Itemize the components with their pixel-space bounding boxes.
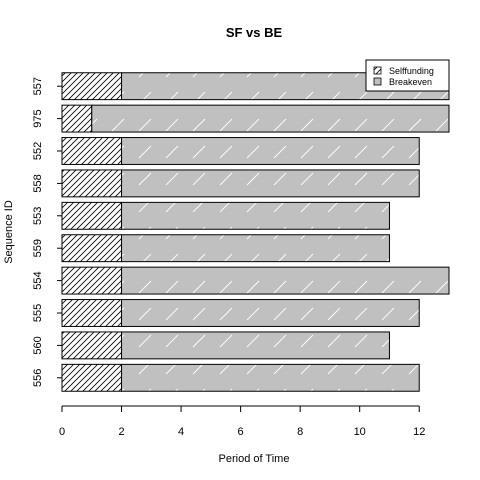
bar-breakeven-552 bbox=[121, 137, 420, 165]
bar-selffunding-560 bbox=[61, 331, 123, 360]
bars bbox=[61, 72, 450, 392]
bar-breakeven-554 bbox=[121, 266, 450, 295]
bar-selffunding-558 bbox=[61, 169, 123, 198]
bar-breakeven-555 bbox=[121, 299, 420, 327]
bar-breakeven-553 bbox=[121, 201, 390, 230]
x-tick-label-10: 10 bbox=[354, 426, 366, 438]
y-tick-label-557: 557 bbox=[32, 77, 44, 95]
legend-swatch-breakeven bbox=[373, 77, 382, 86]
x-tick-label-8: 8 bbox=[297, 426, 303, 438]
y-tick-label-560: 560 bbox=[32, 336, 44, 354]
legend-label-breakeven: Breakeven bbox=[389, 77, 432, 87]
bar-selffunding-554 bbox=[61, 266, 123, 295]
bar-selffunding-975 bbox=[61, 104, 93, 133]
bar-breakeven-556 bbox=[121, 363, 420, 392]
bar-breakeven-559 bbox=[121, 234, 390, 263]
x-tick-label-4: 4 bbox=[178, 426, 184, 438]
bar-selffunding-559 bbox=[61, 234, 123, 263]
x-tick-label-12: 12 bbox=[413, 426, 425, 438]
x-axis: 0 2 4 6 8 10 12 bbox=[59, 405, 425, 438]
legend-label-selffunding: Selffunding bbox=[389, 66, 434, 76]
y-tick-label-556: 556 bbox=[32, 369, 44, 387]
bar-selffunding-556 bbox=[61, 363, 123, 392]
y-tick-label-554: 554 bbox=[32, 271, 44, 289]
y-axis-label: Sequence ID bbox=[3, 200, 15, 264]
bar-selffunding-555 bbox=[61, 299, 123, 327]
y-tick-label-552: 552 bbox=[32, 142, 44, 160]
y-tick-label-558: 558 bbox=[32, 174, 44, 192]
bar-breakeven-975 bbox=[91, 104, 450, 133]
x-tick-label-0: 0 bbox=[59, 426, 65, 438]
chart-title: SF vs BE bbox=[226, 25, 283, 40]
bar-selffunding-557 bbox=[61, 72, 123, 101]
y-tick-label-975: 975 bbox=[32, 109, 44, 127]
legend-box bbox=[365, 59, 450, 92]
y-tick-label-553: 553 bbox=[32, 207, 44, 225]
bar-breakeven-560 bbox=[121, 331, 390, 360]
y-tick-label-559: 559 bbox=[32, 239, 44, 257]
y-tick-label-555: 555 bbox=[32, 304, 44, 322]
x-tick-label-6: 6 bbox=[238, 426, 244, 438]
x-axis-label: Period of Time bbox=[219, 453, 290, 465]
bar-selffunding-553 bbox=[61, 201, 123, 230]
bar-selffunding-552 bbox=[61, 137, 123, 165]
x-tick-label-2: 2 bbox=[118, 426, 124, 438]
bar-breakeven-558 bbox=[121, 169, 420, 198]
legend-swatch-selffunding bbox=[373, 66, 382, 75]
y-axis-ticks: 557 975 552 558 553 559 554 555 560 556 bbox=[32, 77, 62, 387]
